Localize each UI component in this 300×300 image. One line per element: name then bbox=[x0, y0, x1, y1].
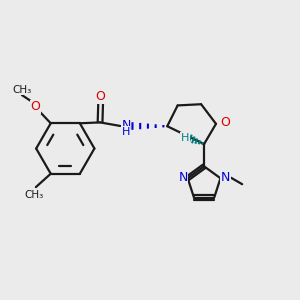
Text: CH₃: CH₃ bbox=[12, 85, 32, 95]
Text: O: O bbox=[30, 100, 40, 113]
Text: O: O bbox=[221, 116, 231, 129]
Text: N: N bbox=[220, 171, 230, 184]
Text: O: O bbox=[96, 90, 106, 103]
Text: N: N bbox=[122, 118, 131, 132]
Text: H: H bbox=[122, 127, 130, 137]
Text: H: H bbox=[181, 133, 189, 142]
Text: CH₃: CH₃ bbox=[25, 190, 44, 200]
Text: N: N bbox=[178, 171, 188, 184]
